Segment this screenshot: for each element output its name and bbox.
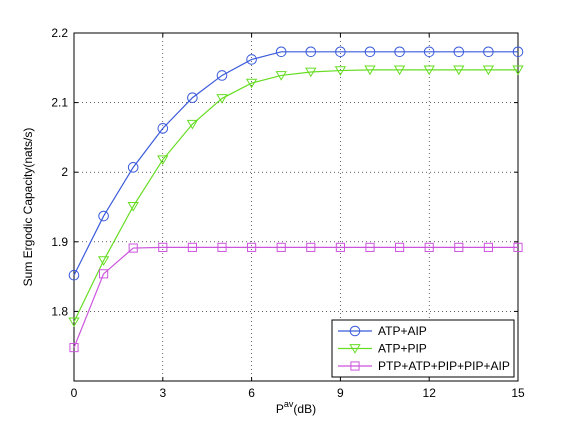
data-point — [186, 119, 199, 130]
legend: ATP+AIP ATP+PIP PTP+ATP+PIP+PIP+AIP — [331, 319, 515, 378]
data-point — [247, 242, 257, 252]
data-point — [512, 46, 524, 58]
y-tick-label: 2.2 — [51, 26, 68, 40]
data-point — [245, 78, 258, 89]
legend-item: PTP+ATP+PIP+PIP+AIP — [338, 359, 510, 373]
x-axis-label-main: P — [276, 402, 284, 416]
data-point — [187, 242, 197, 252]
data-point — [453, 65, 465, 76]
data-point — [157, 123, 169, 134]
data-point — [393, 65, 406, 76]
data-point — [157, 155, 169, 165]
data-point — [365, 242, 375, 252]
series-line — [73, 69, 518, 323]
data-point — [305, 46, 317, 58]
data-point — [334, 66, 347, 76]
legend-marker — [350, 361, 360, 371]
data-point — [216, 70, 228, 81]
data-point — [127, 162, 139, 173]
series-2 — [68, 65, 524, 328]
data-point — [216, 94, 228, 104]
data-point — [423, 46, 435, 58]
plot-area — [73, 32, 519, 382]
x-axis-label-unit: (dB) — [293, 402, 316, 416]
series-line — [73, 246, 518, 348]
x-tick-label: 3 — [159, 386, 166, 400]
legend-marker — [349, 344, 361, 354]
data-point — [335, 242, 345, 252]
series-1 — [68, 46, 524, 281]
data-point — [364, 46, 376, 58]
data-point — [128, 243, 138, 253]
data-point — [395, 242, 405, 252]
data-point — [68, 317, 80, 328]
data-point — [335, 46, 346, 58]
series-layer — [68, 46, 524, 353]
y-axis-label: Sum Ergodic Capacity(nats/s) — [21, 128, 35, 287]
data-point — [453, 46, 465, 58]
data-point — [512, 65, 524, 76]
y-tick-label: 1.8 — [51, 304, 68, 318]
x-tick-label: 0 — [71, 386, 78, 400]
legend-label: PTP+ATP+PIP+PIP+AIP — [378, 359, 510, 373]
data-point — [158, 242, 168, 252]
legend-label: ATP+PIP — [378, 342, 427, 356]
data-point — [483, 242, 493, 252]
data-point — [364, 65, 376, 76]
data-point — [275, 46, 287, 58]
data-point — [306, 242, 316, 252]
data-point — [454, 242, 464, 252]
legend-item: ATP+AIP — [338, 324, 427, 338]
data-point — [217, 242, 227, 252]
y-tick-label: 1.9 — [51, 235, 68, 249]
data-point — [69, 343, 79, 353]
x-tick-label: 12 — [423, 386, 437, 400]
legend-marker — [349, 325, 361, 337]
y-tick-label: 2.1 — [51, 96, 68, 110]
y-tick-label: 2 — [61, 165, 68, 179]
legend-item: ATP+PIP — [338, 342, 427, 356]
data-point — [424, 242, 434, 252]
data-point — [305, 67, 317, 78]
x-tick-label: 6 — [248, 386, 255, 400]
data-point — [513, 242, 523, 252]
data-point — [246, 54, 257, 65]
data-point — [482, 65, 495, 76]
series-3 — [69, 242, 523, 353]
x-tick-label: 15 — [511, 386, 525, 400]
data-point — [99, 269, 109, 279]
data-point — [68, 269, 80, 281]
data-point — [394, 46, 405, 58]
data-point — [483, 46, 494, 58]
legend-label: ATP+AIP — [378, 324, 427, 338]
data-point — [276, 242, 286, 252]
data-point — [275, 71, 287, 81]
data-point — [127, 201, 139, 212]
data-point — [187, 92, 198, 104]
x-axis-label: Pav(dB) — [276, 399, 316, 416]
data-point — [97, 256, 110, 266]
x-tick-label: 9 — [337, 386, 344, 400]
data-point — [98, 210, 109, 222]
axis-ticks: 0 3 6 9 12 15 1.8 1.9 2 2.1 2.2 — [51, 26, 525, 400]
series-line — [73, 51, 518, 276]
data-point — [423, 65, 435, 76]
x-axis-label-sup: av — [284, 399, 294, 409]
